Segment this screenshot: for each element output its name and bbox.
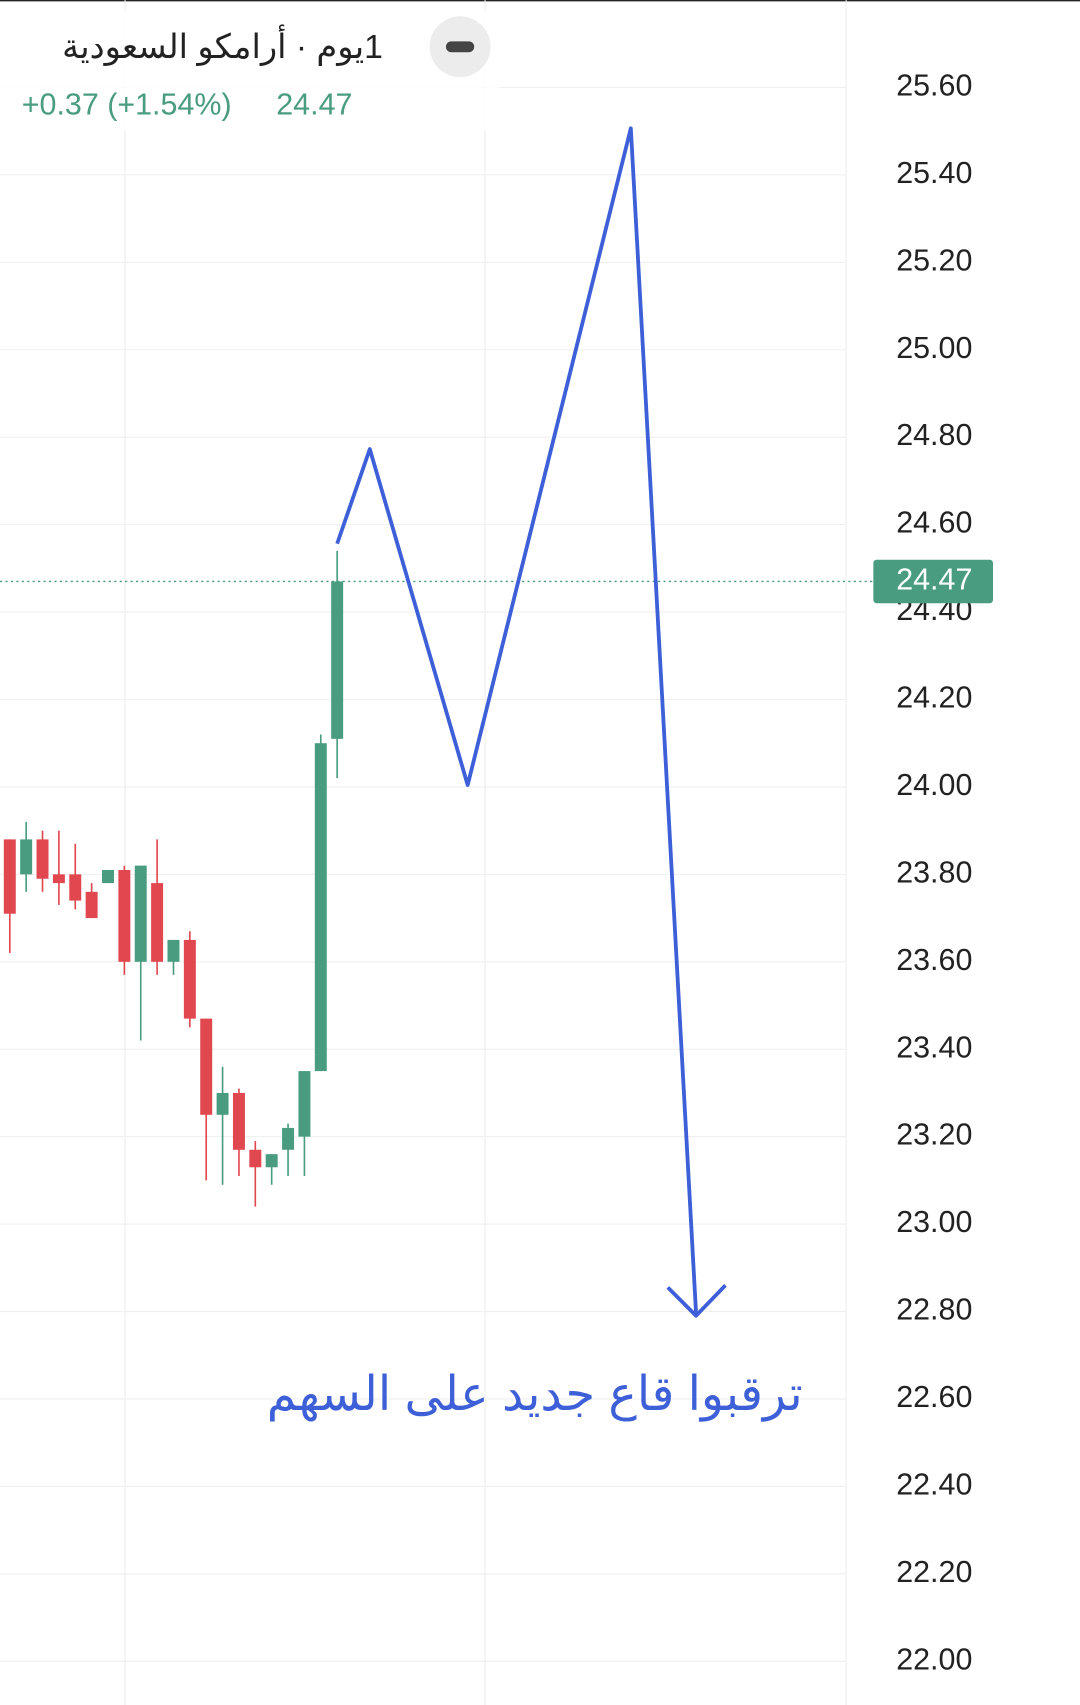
candle-body xyxy=(69,874,82,901)
candle-body xyxy=(249,1149,262,1168)
candle-body xyxy=(3,839,16,914)
header-bg xyxy=(0,10,501,131)
candle-body xyxy=(36,839,49,879)
candle-body xyxy=(314,743,327,1072)
annotation: ترقبوا قاع جديد على السهم xyxy=(267,1368,803,1422)
candle-body xyxy=(282,1127,295,1150)
y-tick-label: 22.40 xyxy=(896,1467,972,1501)
y-tick-label: 22.20 xyxy=(896,1555,972,1589)
candle-body xyxy=(151,883,164,962)
y-tick-label: 23.20 xyxy=(896,1118,972,1152)
y-tick-label: 25.40 xyxy=(896,156,972,190)
y-tick-label: 24.80 xyxy=(896,418,972,452)
y-tick-label: 22.00 xyxy=(896,1642,972,1676)
header-price: 24.47 xyxy=(276,88,352,122)
candle-body xyxy=(232,1092,245,1150)
y-tick-label: 23.80 xyxy=(896,855,972,889)
candle-body xyxy=(200,1018,213,1115)
price-change: +0.37 (+1.54%) xyxy=(22,88,232,122)
y-tick-label: 23.00 xyxy=(896,1205,972,1239)
candle-body xyxy=(298,1071,311,1137)
candle-body xyxy=(102,869,114,884)
y-tick-label: 23.60 xyxy=(896,943,972,977)
y-tick-label: 24.60 xyxy=(896,506,972,540)
candle-body xyxy=(331,581,344,739)
candle-body xyxy=(167,939,180,962)
vertical-grid xyxy=(124,0,847,1705)
last-price-box xyxy=(873,559,993,604)
candles xyxy=(3,550,344,1207)
last-price-label: 24.47 xyxy=(896,562,972,596)
candle-body xyxy=(85,891,98,919)
candle-body xyxy=(134,865,147,962)
y-tick-label: 25.00 xyxy=(896,331,972,365)
y-tick-label: 24.00 xyxy=(896,768,972,802)
drawn-arrow-head xyxy=(666,1283,727,1318)
candle-body xyxy=(52,874,65,884)
y-tick-label: 25.20 xyxy=(896,243,972,277)
candle-body xyxy=(183,939,196,1019)
candle-body xyxy=(20,839,33,875)
y-tick-label: 25.60 xyxy=(896,68,972,102)
y-tick-label: 23.40 xyxy=(896,1030,972,1064)
drawn-forecast-line xyxy=(335,126,698,1314)
y-tick-label: 24.20 xyxy=(896,681,972,715)
price-axis: 25.6025.4025.2025.0024.8024.6024.4024.20… xyxy=(873,68,993,1676)
chart-title: 1يوم · أرامكو السعودية xyxy=(62,24,383,67)
y-tick-label: 22.80 xyxy=(896,1293,972,1327)
collapse-icon xyxy=(445,41,475,53)
grid xyxy=(0,86,874,1662)
y-tick-label: 22.60 xyxy=(896,1380,972,1414)
candle-body xyxy=(118,869,131,962)
candle-body xyxy=(265,1154,278,1168)
candle-body xyxy=(216,1092,229,1115)
